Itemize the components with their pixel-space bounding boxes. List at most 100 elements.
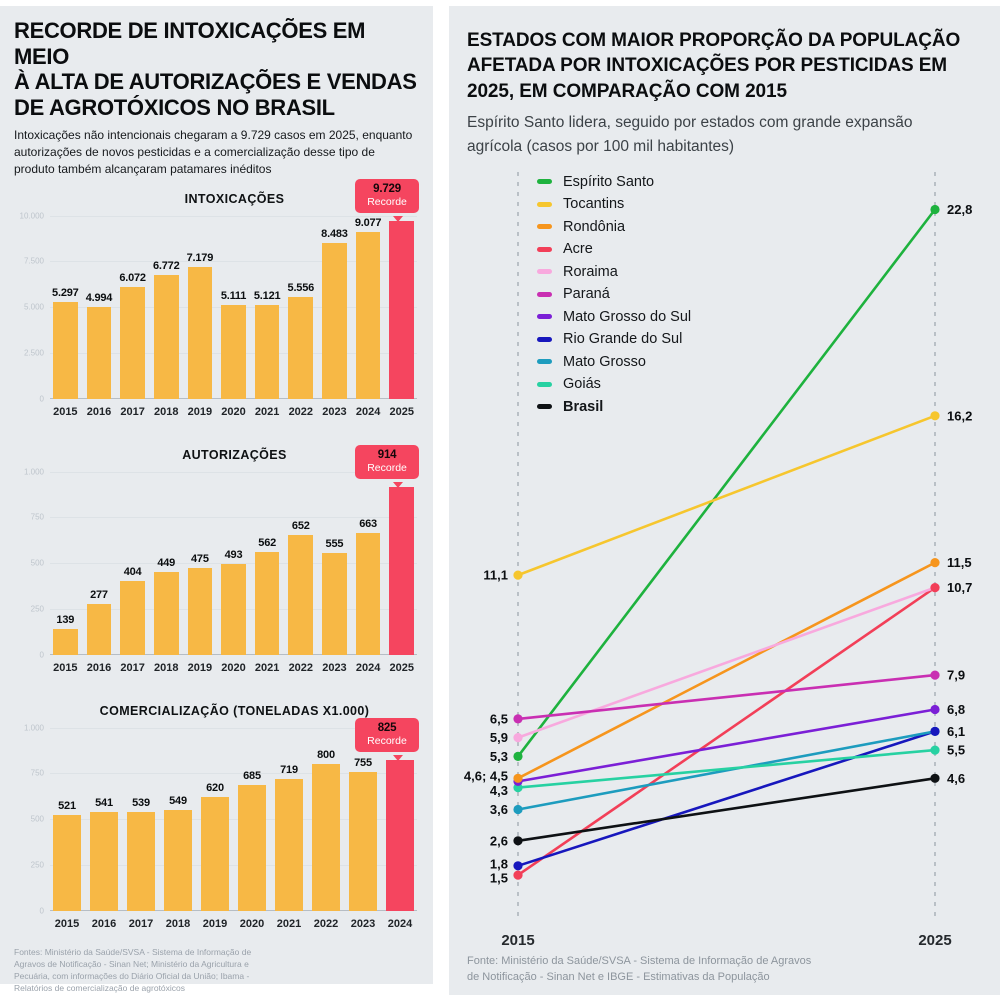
bar-value-label: 139	[56, 614, 75, 627]
slope-dot-2025	[930, 670, 940, 680]
slope-dot-2025	[930, 557, 940, 568]
bar-value-label: 541	[95, 796, 113, 809]
slope-dot-2025	[930, 745, 940, 755]
sales-bar-chart: COMERCIALIZAÇÃO (TONELADAS X1.000) 1.000 7…	[14, 704, 419, 930]
bar-value-label: 5.121	[253, 289, 281, 302]
legend-swatch	[537, 314, 552, 320]
value-label-2015: 2,6	[490, 833, 508, 848]
slope-dot-2015	[513, 773, 523, 783]
bar-column: 719	[275, 728, 303, 911]
gridline	[50, 727, 417, 729]
bar-column: 755	[349, 728, 377, 911]
year-label: 2024	[387, 917, 413, 930]
value-label-2015: 1,8	[490, 856, 508, 871]
slope-line	[516, 729, 937, 811]
year-label: 2025	[389, 405, 414, 418]
year-label: 2022	[288, 405, 314, 418]
slope-line	[516, 561, 937, 780]
bar-value-label: 5.297	[52, 286, 79, 299]
year-label: 2017	[128, 917, 154, 930]
year-label: 2024	[355, 661, 381, 674]
legend-swatch	[537, 381, 552, 387]
y-tick-label: 1.000	[23, 723, 44, 733]
legend-item: Rondônia	[537, 219, 691, 235]
right-panel-subtitle: Espírito Santo lidera, seguido por estad…	[467, 114, 913, 155]
bars-row: 139 277 404 449 475 493 562 652 555 663 914 Recorde	[50, 445, 420, 655]
bar-2019	[187, 567, 213, 655]
bar-column: 475	[187, 472, 213, 655]
record-badge: 914 Recorde	[355, 445, 420, 489]
slope-dot-2025	[930, 704, 940, 714]
x-label-2015: 2015	[501, 932, 534, 949]
year-label: 2025	[389, 661, 414, 674]
intoxications-bar-chart: INTOXICAÇÕES 10.000 7.500 5.000 2.500 0 5.297 4…	[14, 178, 420, 418]
bar-column: 555	[322, 472, 347, 655]
legend-swatch	[537, 336, 552, 342]
chart-title: AUTORIZAÇÕES	[182, 447, 287, 462]
bar-column: 5.111	[221, 216, 246, 399]
y-tick-label: 750	[30, 768, 44, 778]
legend-swatch	[537, 291, 552, 297]
bar-column: 4.994	[86, 216, 112, 399]
bar-2017	[120, 287, 145, 399]
y-tick-label: 2.500	[23, 348, 44, 358]
legend-item: Tocantins	[537, 196, 691, 212]
record-badge: 9.729 Recorde	[355, 178, 420, 222]
bar-column: 5.556	[288, 216, 314, 399]
bar-2024	[386, 759, 414, 911]
year-label: 2021	[254, 661, 280, 674]
legend-label: Tocantins	[563, 196, 625, 213]
bar-2023	[322, 243, 347, 399]
value-label-2025: 11,5	[947, 555, 972, 570]
bar-value-label: 620	[206, 782, 224, 795]
bar-column: 663	[355, 472, 381, 655]
value-label-2015: 3,6	[490, 802, 508, 817]
bar-value-label: 404	[123, 565, 142, 578]
bar-value-label: 449	[157, 557, 176, 570]
year-label: 2019	[202, 917, 228, 930]
legend-label: Paraná	[563, 286, 610, 303]
year-label: 2015	[53, 405, 78, 418]
legend-swatch	[537, 269, 552, 275]
bar-column: 521	[53, 728, 81, 911]
legend-item: Acre	[537, 241, 691, 257]
legend-label: Rondônia	[563, 218, 626, 235]
y-tick-label: 250	[30, 860, 44, 870]
right-panel-title: ESTADOS COM MAIOR PROPORÇÃO DA POPULAÇÃO…	[467, 30, 961, 102]
bar-column: 9.729 Recorde	[355, 178, 420, 399]
slope-line	[516, 208, 937, 758]
gridline	[50, 864, 417, 866]
bar-column: 9.077	[355, 216, 382, 399]
year-label: 2020	[221, 405, 246, 418]
slope-legend: Espírito Santo Tocantins Rondônia Acre Rorai…	[537, 174, 691, 415]
bar-value-label: 719	[280, 763, 298, 776]
record-badge: 825 Recorde	[355, 717, 419, 761]
bar-2022	[312, 764, 340, 911]
chart-plot: 1.000 750 500 250 0 139 277 404 449 475 493 562 652 5…	[24, 445, 420, 659]
bar-2020	[238, 785, 266, 911]
gridline	[50, 819, 417, 821]
slope-dot-2015	[513, 836, 523, 846]
year-label: 2015	[53, 661, 78, 674]
slope-dot-2015	[513, 751, 523, 761]
record-badge-pointer	[393, 215, 404, 222]
bar-2017	[120, 580, 145, 655]
bar-2025	[389, 487, 415, 655]
slope-line	[516, 729, 937, 867]
slope-chart-svg: 11,1 6,5 5,9 5,3 4,6; 4,54,3 3,6 2,6 1,81,5 22,8…	[464, 171, 972, 949]
bar-column: 800	[312, 728, 340, 911]
year-label: 2016	[91, 917, 117, 930]
value-label-2025: 6,8	[947, 702, 965, 717]
year-label: 2018	[165, 917, 191, 930]
bar-value-label: 8.483	[321, 228, 348, 241]
legend-swatch	[537, 359, 552, 365]
bars-row: 5.297 4.994 6.072 6.772 7.179 5.111 5.121 5.556…	[50, 178, 420, 399]
bar-value-label: 800	[317, 749, 335, 762]
right-panel-source: Fonte: Ministério da Saúde/SVSA - Sistem…	[467, 954, 812, 983]
left-panel-title: RECORDE DE INTOXICAÇÕES EM MEIO À ALTA D…	[14, 18, 417, 120]
bar-column: 914 Recorde	[355, 445, 420, 655]
gridline	[50, 773, 417, 775]
year-label: 2019	[187, 661, 213, 674]
year-label: 2021	[254, 405, 280, 418]
bar-2016	[90, 811, 118, 911]
